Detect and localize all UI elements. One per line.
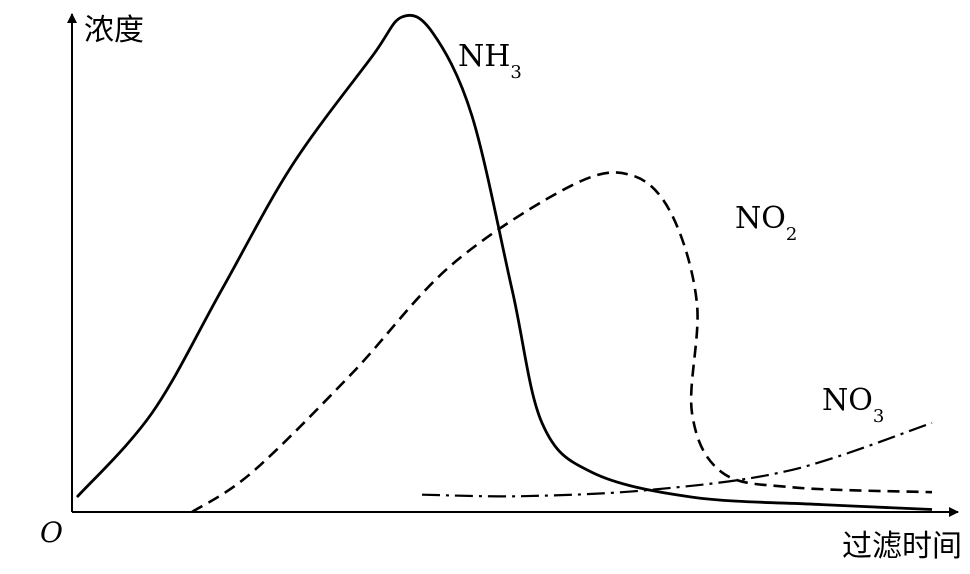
series-label-no3: NO3 xyxy=(822,383,884,427)
x-axis-label: 过滤时间 xyxy=(842,529,962,564)
series-line-nh3 xyxy=(75,13,933,511)
series-line-no2 xyxy=(191,171,933,514)
origin-label: O xyxy=(40,516,63,549)
series-label-no2: NO2 xyxy=(735,201,797,245)
series-line-no3 xyxy=(421,421,933,498)
series-label-nh3: NH3 xyxy=(458,39,522,83)
y-axis-label: 浓度 xyxy=(84,13,144,48)
